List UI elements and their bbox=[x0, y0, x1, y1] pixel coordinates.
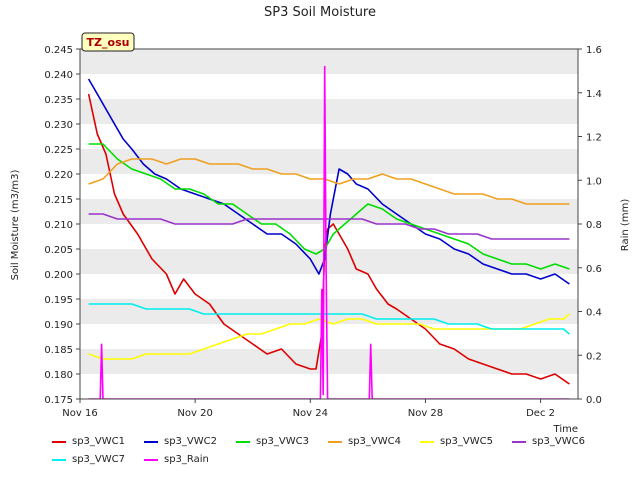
grid-band bbox=[80, 299, 578, 324]
legend-swatch bbox=[144, 440, 158, 443]
chart-title: SP3 Soil Moisture bbox=[264, 5, 376, 20]
y-tick-label: 0.175 bbox=[44, 395, 73, 406]
legend-item-sp3-vwc1: sp3_VWC1 bbox=[52, 436, 125, 447]
site-badge: TZ_osu bbox=[81, 32, 135, 52]
y2-tick-label: 1.0 bbox=[586, 176, 602, 187]
legend-label: sp3_VWC6 bbox=[532, 436, 585, 447]
y-tick-label: 0.200 bbox=[44, 270, 73, 281]
legend-item-sp3-vwc7: sp3_VWC7 bbox=[52, 454, 125, 465]
y-tick-label: 0.180 bbox=[44, 370, 73, 381]
y-tick-label: 0.235 bbox=[44, 95, 73, 106]
grid-band bbox=[80, 99, 578, 124]
legend-label: sp3_VWC7 bbox=[72, 454, 125, 465]
legend-label: sp3_VWC5 bbox=[440, 436, 493, 447]
legend-item-sp3-vwc3: sp3_VWC3 bbox=[236, 436, 309, 447]
legend-label: sp3_VWC2 bbox=[164, 436, 217, 447]
right-axis-ticks: 0.0 0.2 0.4 0.6 0.8 1.0 1.2 1.4 1.6 bbox=[578, 45, 602, 406]
x-tick-label: Dec 2 bbox=[526, 408, 555, 419]
x-tick-label: Nov 16 bbox=[62, 408, 97, 419]
legend-swatch bbox=[328, 440, 342, 443]
legend-item-sp3-vwc6: sp3_VWC6 bbox=[512, 436, 585, 447]
y-tick-label: 0.230 bbox=[44, 120, 73, 131]
y-tick-label: 0.215 bbox=[44, 195, 73, 206]
x-tick-label: Nov 20 bbox=[177, 408, 212, 419]
left-axis-ticks: 0.175 0.180 0.185 0.190 0.195 0.200 0.205 0.210… bbox=[44, 45, 80, 406]
legend-label: sp3_VWC4 bbox=[348, 436, 401, 447]
legend-label: sp3_Rain bbox=[164, 454, 209, 465]
x-tick-label: Nov 24 bbox=[293, 408, 328, 419]
legend-item-sp3-vwc4: sp3_VWC4 bbox=[328, 436, 401, 447]
series-line-sp3-vwc6 bbox=[88, 213, 570, 240]
series-line-sp3-vwc7 bbox=[88, 303, 570, 335]
series-line-sp3-vwc3 bbox=[88, 143, 570, 270]
legend-swatch bbox=[236, 440, 250, 443]
y-tick-label: 0.240 bbox=[44, 70, 73, 81]
x-tick-label: Nov 28 bbox=[408, 408, 443, 419]
series-line-sp3-vwc4 bbox=[88, 158, 570, 205]
legend-swatch bbox=[420, 440, 434, 443]
y-tick-label: 0.195 bbox=[44, 295, 73, 306]
legend-swatch bbox=[52, 458, 66, 461]
x-axis-ticks: Nov 16 Nov 20 Nov 24 Nov 28 Dec 2 bbox=[62, 399, 555, 419]
y-tick-label: 0.225 bbox=[44, 145, 73, 156]
site-badge-label: TZ_osu bbox=[87, 36, 130, 49]
y-tick-label: 0.190 bbox=[44, 320, 73, 331]
y-tick-label: 0.185 bbox=[44, 345, 73, 356]
legend-label: sp3_VWC1 bbox=[72, 436, 125, 447]
y2-tick-label: 0.6 bbox=[586, 264, 602, 275]
y-tick-label: 0.205 bbox=[44, 245, 73, 256]
legend-swatch bbox=[144, 458, 158, 461]
legend-swatch bbox=[52, 440, 66, 443]
y2-tick-label: 1.2 bbox=[586, 133, 602, 144]
y2-tick-label: 0.8 bbox=[586, 220, 602, 231]
y-tick-label: 0.245 bbox=[44, 45, 73, 56]
series-layer bbox=[87, 65, 570, 399]
y-tick-label: 0.220 bbox=[44, 170, 73, 181]
legend-item-sp3-vwc5: sp3_VWC5 bbox=[420, 436, 493, 447]
series-line-sp3-rain bbox=[88, 65, 570, 399]
y2-tick-label: 1.6 bbox=[586, 45, 602, 56]
legend-item-sp3-vwc2: sp3_VWC2 bbox=[144, 436, 217, 447]
series-line-sp3-vwc2 bbox=[87, 78, 570, 285]
y2-axis-label: Rain (mm) bbox=[620, 199, 631, 252]
y-tick-label: 0.210 bbox=[44, 220, 73, 231]
grid-band bbox=[80, 149, 578, 174]
grid-band bbox=[80, 349, 578, 374]
legend-label: sp3_VWC3 bbox=[256, 436, 309, 447]
y-axis-label: Soil Moisture (m3/m3) bbox=[10, 170, 21, 281]
y2-tick-label: 0.2 bbox=[586, 351, 602, 362]
y2-tick-label: 0.4 bbox=[586, 308, 602, 319]
y2-tick-label: 1.4 bbox=[586, 89, 602, 100]
y2-tick-label: 0.0 bbox=[586, 395, 602, 406]
grid-band bbox=[80, 49, 578, 74]
x-axis-label: Time bbox=[553, 424, 578, 435]
legend-item-sp3-rain: sp3_Rain bbox=[144, 454, 209, 465]
legend-swatch bbox=[512, 440, 526, 443]
